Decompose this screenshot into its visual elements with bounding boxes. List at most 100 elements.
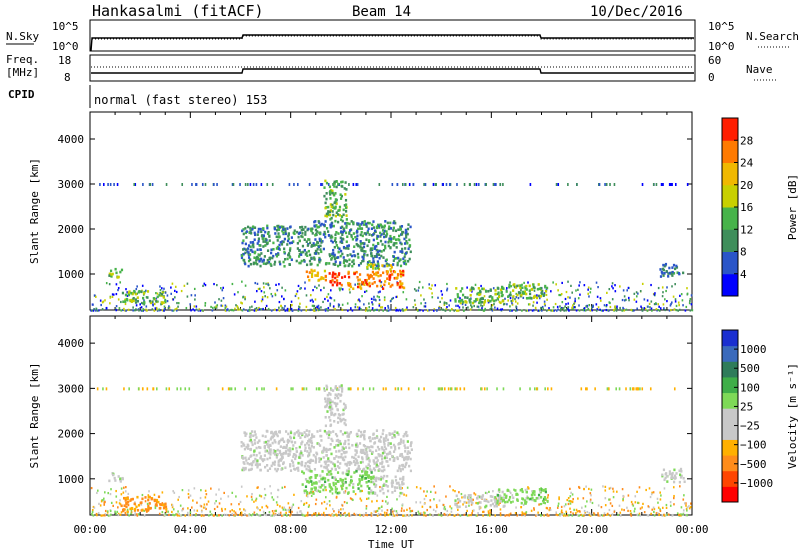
echo-point [525, 296, 529, 300]
echo-point [390, 227, 393, 230]
echo-point [315, 309, 318, 312]
echo-point [409, 469, 413, 473]
echo-point [670, 272, 673, 276]
echo-point [366, 221, 370, 225]
echo-point [215, 306, 218, 309]
cpid-label: CPID [8, 88, 35, 101]
echo-point [245, 432, 248, 436]
echo-point [491, 296, 494, 299]
echo-point [363, 513, 365, 516]
echo-point [345, 472, 348, 476]
echo-point [232, 309, 235, 312]
echo-point [541, 305, 544, 309]
echo-point [124, 499, 127, 502]
echo-point [304, 233, 307, 236]
colorbar-tick-label: 500 [740, 362, 760, 375]
echo-point [384, 455, 387, 458]
echo-point [304, 253, 307, 256]
echo-point [557, 308, 559, 311]
echo-point [333, 419, 336, 423]
echo-point [288, 453, 291, 456]
echo-point [533, 498, 536, 502]
echo-point [241, 280, 243, 283]
echo-point [356, 306, 359, 309]
echo-point [276, 224, 279, 228]
echo-point [350, 254, 354, 258]
echo-point [247, 457, 250, 461]
echo-point [553, 309, 555, 312]
echo-point [339, 455, 343, 459]
echo-point [525, 288, 528, 291]
echo-point [355, 451, 358, 454]
echo-point [268, 467, 272, 470]
echo-point [328, 483, 331, 486]
nsearch-label: N.Search [746, 30, 799, 43]
echo-point [359, 242, 362, 245]
echo-point [263, 487, 266, 491]
echo-point [262, 237, 265, 241]
echo-point [282, 462, 285, 466]
echo-point [614, 290, 617, 293]
echo-point [311, 270, 314, 273]
echo-point [391, 432, 394, 436]
echo-point [279, 262, 282, 266]
echo-point [259, 508, 261, 512]
echo-point [330, 411, 333, 414]
echo-point [267, 445, 270, 448]
echo-point [329, 304, 332, 307]
echo-point [630, 308, 633, 312]
echo-point [470, 304, 472, 307]
echo-point [284, 450, 288, 453]
echo-point [390, 481, 393, 485]
echo-point [588, 304, 591, 307]
echo-point [313, 220, 316, 224]
echo-point [354, 457, 357, 461]
echo-point [104, 509, 107, 513]
echo-point [477, 305, 480, 308]
echo-point [298, 456, 301, 459]
echo-point [345, 469, 349, 473]
echo-point [174, 285, 177, 288]
echo-point [583, 307, 586, 310]
echo-point [491, 495, 494, 499]
echo-point [523, 512, 525, 515]
echo-point [341, 458, 345, 461]
echo-point [384, 307, 386, 310]
colorbar-swatch [722, 455, 738, 472]
echo-point [621, 309, 623, 312]
echo-point [561, 301, 564, 304]
echo-point [334, 396, 337, 400]
echo-point [188, 387, 191, 391]
echo-point [404, 446, 407, 450]
echo-point [623, 309, 626, 312]
echo-point [256, 506, 258, 509]
echo-point [567, 306, 570, 309]
echo-point [399, 269, 402, 273]
echo-point [323, 194, 326, 198]
echo-point [483, 387, 486, 391]
echo-point [237, 308, 239, 311]
x-tick-label: 00:00 [675, 523, 708, 536]
echo-point [244, 456, 247, 460]
echo-point [127, 492, 130, 496]
echo-point [399, 274, 403, 278]
echo-point [653, 514, 656, 517]
echo-point [396, 276, 399, 280]
echo-point [220, 507, 223, 511]
echo-point [423, 387, 425, 391]
echo-point [343, 275, 347, 278]
echo-point [668, 309, 671, 312]
echo-point [407, 223, 410, 226]
echo-point [601, 514, 604, 517]
echo-point [406, 440, 409, 443]
echo-point [352, 221, 355, 225]
echo-point [110, 488, 112, 491]
echo-point [264, 450, 267, 453]
echo-point [289, 469, 293, 472]
echo-point [481, 307, 483, 310]
echo-point [544, 497, 547, 501]
echo-point [313, 305, 316, 308]
nave-label: Nave [746, 63, 773, 76]
echo-point [675, 304, 678, 308]
echo-point [559, 309, 562, 312]
